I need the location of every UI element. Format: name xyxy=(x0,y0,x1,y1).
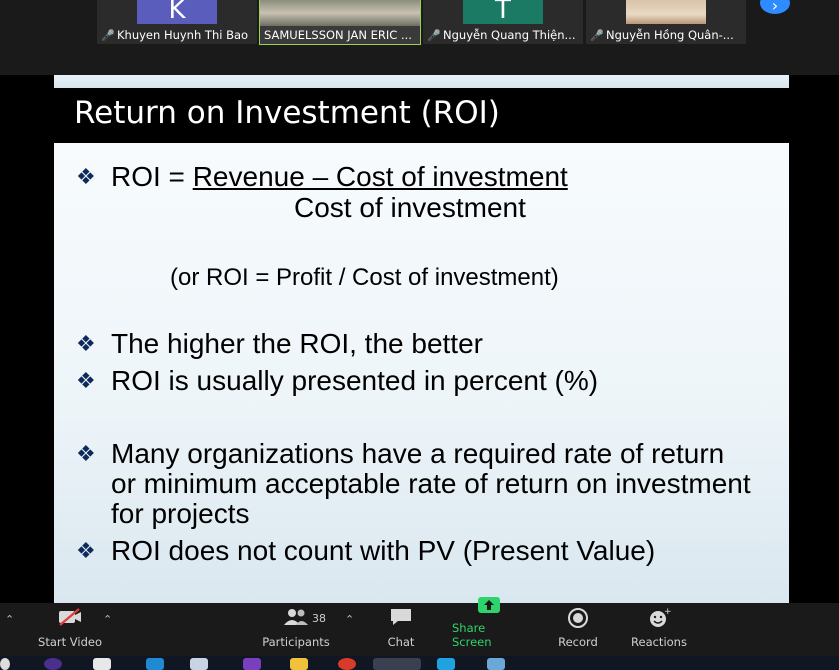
start-video-button[interactable]: Start Video xyxy=(36,603,104,656)
record-label: Record xyxy=(558,635,598,649)
participants-options-caret-icon[interactable]: ⌃ xyxy=(345,613,355,626)
participant-name: Nguyễn Quang Thiện... xyxy=(443,28,576,42)
reactions-icon: + xyxy=(647,607,672,635)
participant-video xyxy=(626,0,706,24)
app-icon[interactable] xyxy=(44,658,62,670)
search-icon[interactable] xyxy=(0,658,10,670)
share-screen-label: Share Screen xyxy=(452,621,492,649)
bullet-text: Many organizations have a required rate … xyxy=(111,438,751,529)
meeting-toolbar: ⌃ Start Video ⌃ Participants 38 ⌃ Chat S… xyxy=(0,597,839,656)
diamond-bullet-icon: ❖ xyxy=(76,538,96,563)
audio-options-caret-icon[interactable]: ⌃ xyxy=(5,613,15,626)
app-icon[interactable] xyxy=(146,658,164,670)
formula-numerator: Revenue – Cost of investment xyxy=(192,161,568,192)
participant-name: SAMUELSSON JAN ERIC ... xyxy=(264,28,412,42)
chat-icon xyxy=(389,607,413,635)
mic-muted-icon: 🎤 xyxy=(590,28,604,42)
formula-prefix: ROI = xyxy=(111,161,185,192)
slide-title: Return on Investment (ROI) xyxy=(74,95,500,131)
participant-video xyxy=(260,0,420,26)
slide-top-band xyxy=(54,75,789,88)
record-icon xyxy=(567,607,589,635)
diamond-bullet-icon: ❖ xyxy=(76,164,96,189)
participant-tile[interactable]: 🎤 Nguyễn Hồng Quân-... xyxy=(586,0,746,44)
app-icon[interactable] xyxy=(243,658,261,670)
next-page-icon[interactable]: › xyxy=(760,0,790,15)
bullet-item: ❖ Many organizations have a required rat… xyxy=(76,439,751,529)
share-screen-button[interactable]: Share Screen xyxy=(452,597,526,656)
app-icon[interactable] xyxy=(93,658,111,670)
start-video-label: Start Video xyxy=(38,635,102,649)
formula-denominator: Cost of investment xyxy=(294,192,526,223)
formula-alternative: (or ROI = Profit / Cost of investment) xyxy=(170,264,559,291)
participants-button[interactable]: Participants xyxy=(262,603,330,656)
avatar: K xyxy=(137,0,217,24)
chat-button[interactable]: Chat xyxy=(376,603,426,656)
participant-count: 38 xyxy=(312,612,326,625)
bullet-text: ROI does not count with PV (Present Valu… xyxy=(111,535,656,566)
os-taskbar xyxy=(0,656,839,670)
participants-label: Participants xyxy=(262,635,330,649)
bullet-text: The higher the ROI, the better xyxy=(111,328,483,359)
svg-text:+: + xyxy=(664,607,671,617)
diamond-bullet-icon: ❖ xyxy=(76,368,96,393)
bullet-item: ❖ The higher the ROI, the better xyxy=(76,329,483,359)
formula-line: ❖ ROI = Revenue – Cost of investment xyxy=(76,162,568,192)
avatar: T xyxy=(463,0,543,24)
slide-content: ❖ ROI = Revenue – Cost of investment Cos… xyxy=(54,143,789,603)
participant-tile[interactable]: K 🎤 Khuyen Huynh Thi Bao xyxy=(97,0,257,44)
bullet-item: ❖ ROI is usually presented in percent (%… xyxy=(76,366,598,396)
zoom-app-icon[interactable] xyxy=(373,658,421,670)
bullet-text: ROI is usually presented in percent (%) xyxy=(111,365,599,396)
participant-name: Khuyen Huynh Thi Bao xyxy=(117,28,249,42)
participant-tile-active[interactable]: SAMUELSSON JAN ERIC ... xyxy=(259,0,421,45)
app-icon[interactable] xyxy=(437,658,455,670)
diamond-bullet-icon: ❖ xyxy=(76,331,96,356)
app-icon[interactable] xyxy=(190,658,208,670)
folder-icon[interactable] xyxy=(290,658,308,670)
video-off-icon xyxy=(57,607,83,635)
record-button[interactable]: Record xyxy=(553,603,603,656)
reactions-label: Reactions xyxy=(631,635,687,649)
app-icon[interactable] xyxy=(487,658,505,670)
reactions-button[interactable]: + Reactions xyxy=(628,603,690,656)
participants-icon xyxy=(283,607,309,635)
app-icon[interactable] xyxy=(338,658,356,670)
participant-name: Nguyễn Hồng Quân-... xyxy=(606,28,734,42)
participant-tile[interactable]: T 🎤 Nguyễn Quang Thiện... xyxy=(423,0,583,44)
participant-strip: K 🎤 Khuyen Huynh Thi Bao SAMUELSSON JAN … xyxy=(0,0,839,75)
diamond-bullet-icon: ❖ xyxy=(76,441,96,466)
video-options-caret-icon[interactable]: ⌃ xyxy=(103,613,113,626)
mic-muted-icon: 🎤 xyxy=(427,28,441,42)
bullet-item: ❖ ROI does not count with PV (Present Va… xyxy=(76,536,655,566)
share-screen-icon xyxy=(476,595,502,621)
mic-muted-icon: 🎤 xyxy=(101,28,115,42)
chat-label: Chat xyxy=(387,635,415,649)
